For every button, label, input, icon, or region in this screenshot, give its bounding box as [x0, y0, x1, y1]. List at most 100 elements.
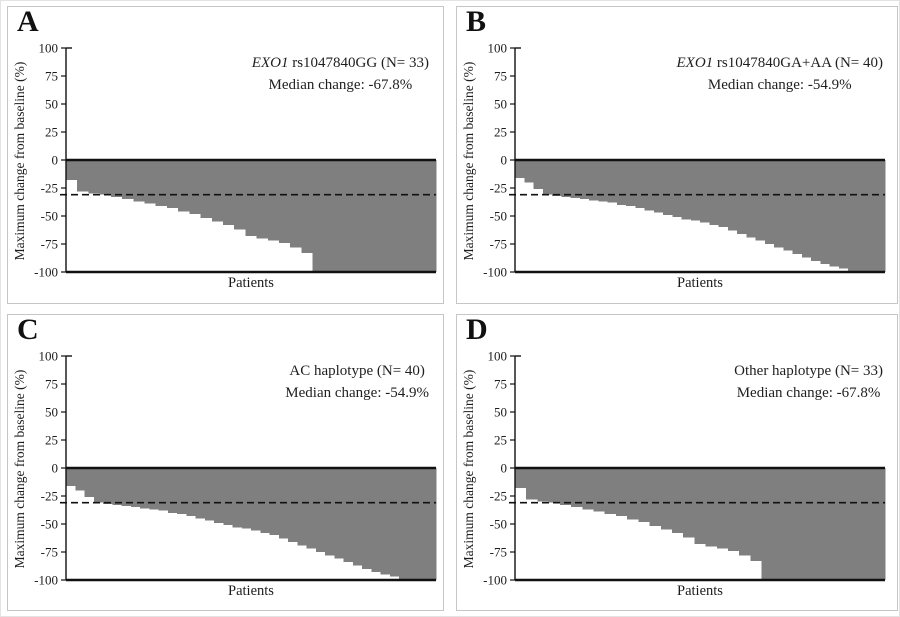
- y-tick-label: 100: [488, 349, 508, 364]
- y-tick-label: -75: [490, 237, 507, 252]
- patient-bar: [245, 160, 257, 236]
- patient-bar: [515, 468, 527, 489]
- y-tick-label: -50: [41, 517, 58, 532]
- panel-b: B Maximum change from baseline (%) EXO1 …: [456, 5, 898, 304]
- patient-bar: [700, 160, 710, 223]
- patient-bar: [828, 468, 841, 580]
- patient-bar: [548, 468, 561, 503]
- patient-bar: [391, 160, 403, 272]
- y-tick-label: -100: [483, 573, 507, 588]
- gene-name: EXO1: [676, 55, 714, 71]
- patient-bar: [121, 468, 132, 507]
- patient-bar: [222, 160, 235, 225]
- patient-bar: [297, 468, 307, 546]
- panel-letter: C: [17, 313, 40, 346]
- patient-bar: [122, 160, 134, 200]
- patient-bar: [829, 160, 840, 267]
- y-tick-label: 25: [45, 125, 58, 140]
- patient-bar: [660, 468, 673, 530]
- patient-bar: [840, 468, 852, 580]
- title-text: rs1047840GA+AA (N= 40): [713, 55, 883, 71]
- patient-bar: [379, 160, 392, 272]
- panel-a: A Maximum change from baseline (%) EXO1 …: [7, 5, 444, 304]
- patient-bar: [155, 160, 168, 206]
- x-axis-label: Patients: [677, 583, 723, 599]
- patient-bar: [764, 160, 775, 244]
- patient-bar: [784, 468, 796, 580]
- patient-bar: [653, 160, 664, 213]
- panel-title: Other haplotype (N= 33) Median change: -…: [734, 361, 883, 405]
- patient-bar: [598, 160, 608, 202]
- patient-bar: [694, 468, 706, 544]
- patient-bar: [267, 160, 280, 241]
- patient-bar: [681, 160, 692, 220]
- patient-bar: [178, 160, 190, 212]
- patient-bar: [112, 468, 122, 505]
- patient-bar: [649, 468, 662, 527]
- patient-bar: [140, 468, 150, 509]
- title-line-1: AC haplotype (N= 40): [285, 361, 429, 383]
- patient-bar: [638, 468, 650, 522]
- y-tick-label: 100: [488, 41, 508, 56]
- patient-bar: [761, 468, 774, 580]
- patient-bar: [772, 468, 785, 580]
- patient-bar: [260, 468, 270, 533]
- waterfall-chart-b: 100 75 50 25 0 -25 -50 -75 -100: [483, 41, 886, 280]
- patient-bar: [820, 160, 830, 265]
- patient-bar: [593, 468, 606, 512]
- patient-bar: [256, 160, 269, 239]
- patient-bar: [875, 160, 886, 272]
- patient-bar: [223, 468, 233, 526]
- patient-bar: [857, 160, 867, 272]
- patient-bar: [288, 468, 298, 542]
- y-axis-label: Maximum change from baseline (%): [461, 369, 476, 569]
- patient-bar: [616, 160, 627, 205]
- waterfall-chart-d: 100 75 50 25 0 -25 -50 -75 -100: [483, 349, 886, 588]
- panel-letter: A: [17, 5, 40, 38]
- patient-bar: [346, 160, 358, 272]
- patient-bar: [144, 160, 157, 204]
- y-tick-label: -25: [490, 489, 507, 504]
- patient-bar: [426, 468, 437, 580]
- patient-bar: [774, 160, 784, 248]
- patient-bar: [663, 160, 673, 215]
- patient-bar: [413, 160, 426, 272]
- patient-bar: [177, 468, 187, 514]
- patient-bar: [589, 160, 599, 201]
- y-tick-label: 75: [494, 377, 507, 392]
- title-line-2: Median change: -54.9%: [707, 76, 852, 93]
- patient-bar: [195, 468, 206, 519]
- patient-bar: [84, 468, 95, 498]
- y-axis-label: Maximum change from baseline (%): [12, 369, 27, 569]
- patient-bar: [75, 468, 85, 491]
- title-line-2: Median change: -67.8%: [268, 76, 413, 93]
- patient-bar: [130, 468, 141, 508]
- patient-bar: [524, 160, 534, 183]
- y-axis-label: Maximum change from baseline (%): [461, 61, 476, 261]
- y-tick-label: 50: [45, 97, 58, 112]
- patient-bar: [189, 160, 201, 214]
- y-tick-label: 50: [494, 97, 507, 112]
- patient-bar: [306, 468, 317, 549]
- patient-bar: [537, 468, 550, 502]
- y-tick-label: 75: [494, 69, 507, 84]
- panel-c: C Maximum change from baseline (%) AC ha…: [7, 313, 444, 611]
- patient-bar: [746, 160, 756, 238]
- waterfall-chart-a: 100 75 50 25 0 -25 -50 -75 -100: [34, 41, 437, 280]
- y-tick-label: 50: [494, 405, 507, 420]
- patient-bar: [848, 160, 858, 272]
- panel-d: D Maximum change from baseline (%) Other…: [456, 313, 898, 611]
- patient-bar: [232, 468, 243, 528]
- patient-bar: [186, 468, 196, 517]
- y-tick-label: 0: [52, 461, 59, 476]
- patient-bar: [357, 160, 370, 272]
- patient-bar: [399, 468, 409, 580]
- panel-letter: B: [466, 5, 488, 38]
- patient-bar: [204, 468, 215, 521]
- patient-bar: [559, 468, 572, 505]
- y-tick-label: 50: [45, 405, 58, 420]
- title-line-1: EXO1 rs1047840GA+AA (N= 40): [677, 53, 884, 75]
- patient-bar: [343, 468, 354, 563]
- panel-title: EXO1 rs1047840GA+AA (N= 40) Median chang…: [677, 53, 884, 97]
- patient-bar: [380, 468, 391, 575]
